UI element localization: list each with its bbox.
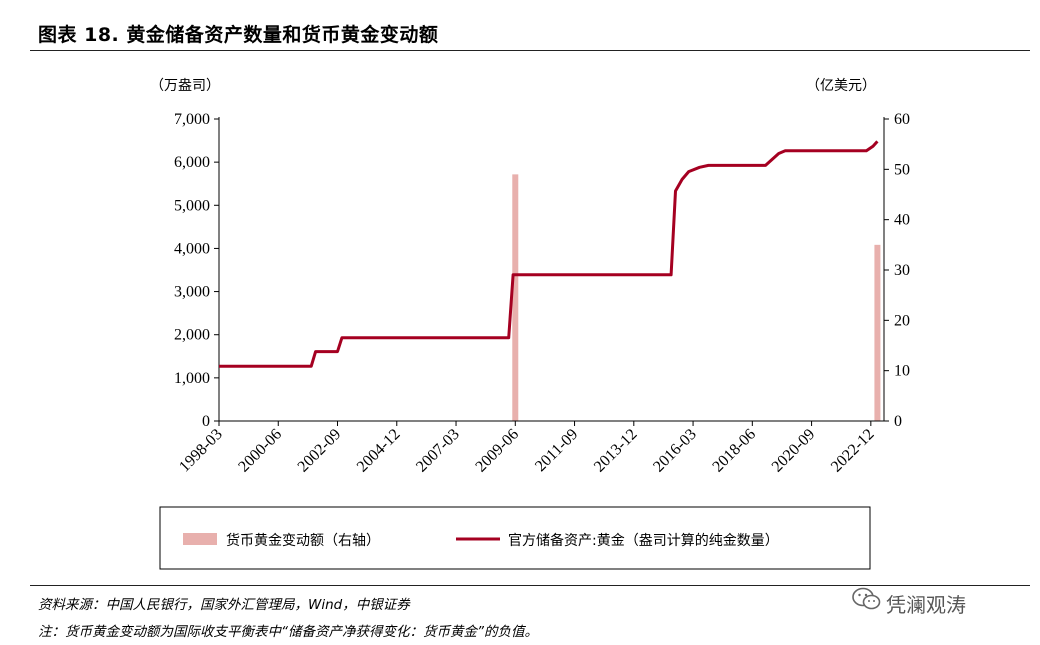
left-tick-label: 1,000 (174, 370, 210, 387)
x-axis: 1998-03 2000-06 2002-09 2004-12 2007-03 2009-… (176, 421, 878, 476)
page-title: 图表 18. 黄金储备资产数量和货币黄金变动额 (38, 24, 439, 46)
gold-reserve-line (219, 140, 879, 368)
left-tick-label: 0 (202, 413, 210, 430)
x-tick-label: 2004-12 (354, 426, 404, 476)
legend-bar-label: 货币黄金变动额（右轴） (226, 532, 380, 549)
bar-series (512, 174, 881, 421)
footer-rule (30, 585, 1030, 586)
x-tick-label: 2013-12 (591, 426, 641, 476)
footnote: 注：货币黄金变动额为国际收支平衡表中“储备资产净获得变化：货币黄金”的负值。 (38, 624, 538, 640)
chart: （万盎司） （亿美元） 0 1,000 2,000 3,000 4,000 5,000 6,… (150, 78, 910, 570)
x-tick-label: 2007-03 (413, 426, 463, 476)
right-tick-label: 10 (894, 363, 910, 380)
left-tick-label: 7,000 (174, 111, 210, 128)
left-axis-unit: （万盎司） (150, 78, 220, 94)
x-tick-label: 2020-09 (769, 426, 819, 476)
x-tick-label: 2009-06 (472, 426, 522, 476)
watermark: 凭澜观涛 (852, 586, 1012, 617)
legend-box (159, 506, 871, 570)
x-tick-label: 2022-12 (828, 426, 878, 476)
right-axis: 0 10 20 30 40 50 60 (884, 111, 910, 430)
right-tick-label: 0 (894, 413, 902, 430)
x-tick-label: 1998-03 (176, 426, 226, 476)
left-axis: 0 1,000 2,000 3,000 4,000 5,000 6,000 7,000 (174, 111, 219, 430)
bar-2009-06 (512, 174, 519, 421)
left-tick-label: 3,000 (174, 284, 210, 301)
right-tick-label: 20 (894, 312, 910, 329)
left-tick-label: 4,000 (174, 240, 210, 257)
left-tick-label: 2,000 (174, 327, 210, 344)
x-tick-label: 2016-03 (650, 426, 700, 476)
right-axis-unit: （亿美元） (806, 78, 876, 94)
right-tick-label: 60 (894, 111, 910, 128)
right-tick-label: 50 (894, 161, 910, 178)
left-tick-label: 5,000 (174, 197, 210, 214)
bar-2023-03 (874, 244, 881, 421)
x-tick-label: 2002-09 (295, 426, 345, 476)
right-tick-label: 30 (894, 262, 910, 279)
left-tick-label: 6,000 (174, 154, 210, 171)
watermark-text: 凭澜观涛 (886, 593, 966, 617)
wechat-icon (852, 587, 881, 610)
plot-frame (218, 117, 885, 422)
x-tick-label: 2011-09 (532, 426, 581, 475)
x-tick-label: 2000-06 (235, 426, 285, 476)
x-tick-label: 2018-06 (709, 426, 759, 476)
source-note: 资料来源：中国人民银行，国家外汇管理局，Wind，中银证券 (38, 597, 410, 613)
legend-line-label: 官方储备资产:黄金（盎司计算的纯金数量） (508, 532, 779, 549)
legend-bar-swatch (183, 533, 217, 545)
title-rule (30, 50, 1030, 51)
right-tick-label: 40 (894, 212, 910, 229)
